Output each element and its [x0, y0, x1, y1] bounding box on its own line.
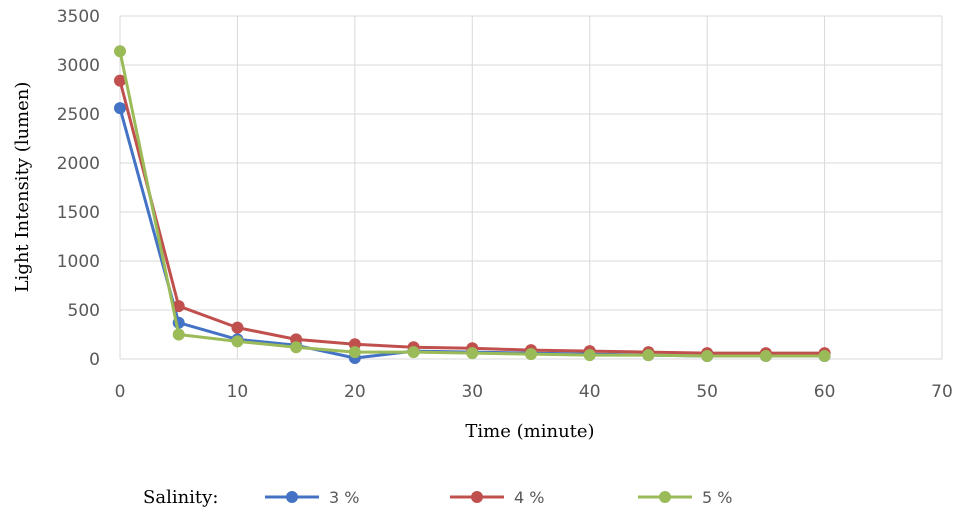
x-tick-label: 0: [115, 382, 126, 402]
y-tick-label: 1000: [57, 252, 100, 272]
x-tick-label: 50: [696, 382, 718, 402]
data-point: [231, 321, 244, 334]
x-tick-label: 40: [579, 382, 601, 402]
x-tick-label: 60: [814, 382, 836, 402]
data-point: [818, 350, 831, 363]
y-tick-label: 3500: [57, 7, 100, 27]
data-point: [290, 341, 303, 354]
data-point: [114, 45, 126, 58]
data-point: [114, 102, 126, 115]
legend-swatch-marker: [286, 491, 298, 503]
legend: Salinity: 3 % 4 % 5 %: [143, 487, 732, 508]
data-point: [466, 347, 479, 360]
y-tick-labels: 0 500 1000 1500 2000 2500 3000 3500: [57, 7, 100, 370]
x-axis-title: Time (minute): [465, 421, 594, 442]
y-tick-label: 2000: [57, 154, 100, 174]
x-tick-label: 10: [227, 382, 249, 402]
data-point: [172, 328, 185, 341]
data-point: [231, 335, 244, 348]
legend-label: 3 %: [329, 488, 359, 507]
legend-item: 4 %: [450, 488, 544, 507]
data-point: [759, 350, 772, 363]
data-point: [172, 300, 185, 313]
data-point: [701, 350, 714, 363]
legend-item: 3 %: [265, 488, 359, 507]
grid: [119, 15, 943, 360]
data-point: [583, 349, 596, 362]
data-point: [348, 346, 361, 359]
y-axis-title: Light Intensity (lumen): [12, 82, 33, 293]
series-lines: [114, 45, 831, 365]
legend-item: 5 %: [638, 488, 732, 507]
data-point: [114, 74, 126, 87]
x-tick-label: 30: [461, 382, 483, 402]
y-tick-label: 3000: [57, 56, 100, 76]
data-point: [407, 346, 420, 359]
x-tick-label: 70: [931, 382, 953, 402]
legend-swatch-marker: [471, 491, 483, 503]
x-tick-label: 20: [344, 382, 366, 402]
legend-title: Salinity:: [143, 487, 218, 508]
legend-label: 4 %: [514, 488, 544, 507]
y-tick-label: 0: [89, 350, 100, 370]
x-tick-labels: 0 10 20 30 40 50 60 70: [115, 382, 953, 402]
legend-swatch-marker: [659, 491, 671, 503]
legend-label: 5 %: [702, 488, 732, 507]
y-tick-label: 500: [68, 301, 100, 321]
series-3: [114, 45, 831, 363]
y-tick-label: 2500: [57, 105, 100, 125]
y-tick-label: 1500: [57, 203, 100, 223]
data-point: [642, 349, 655, 362]
legend-items: 3 % 4 % 5 %: [265, 488, 732, 507]
data-point: [525, 348, 537, 361]
